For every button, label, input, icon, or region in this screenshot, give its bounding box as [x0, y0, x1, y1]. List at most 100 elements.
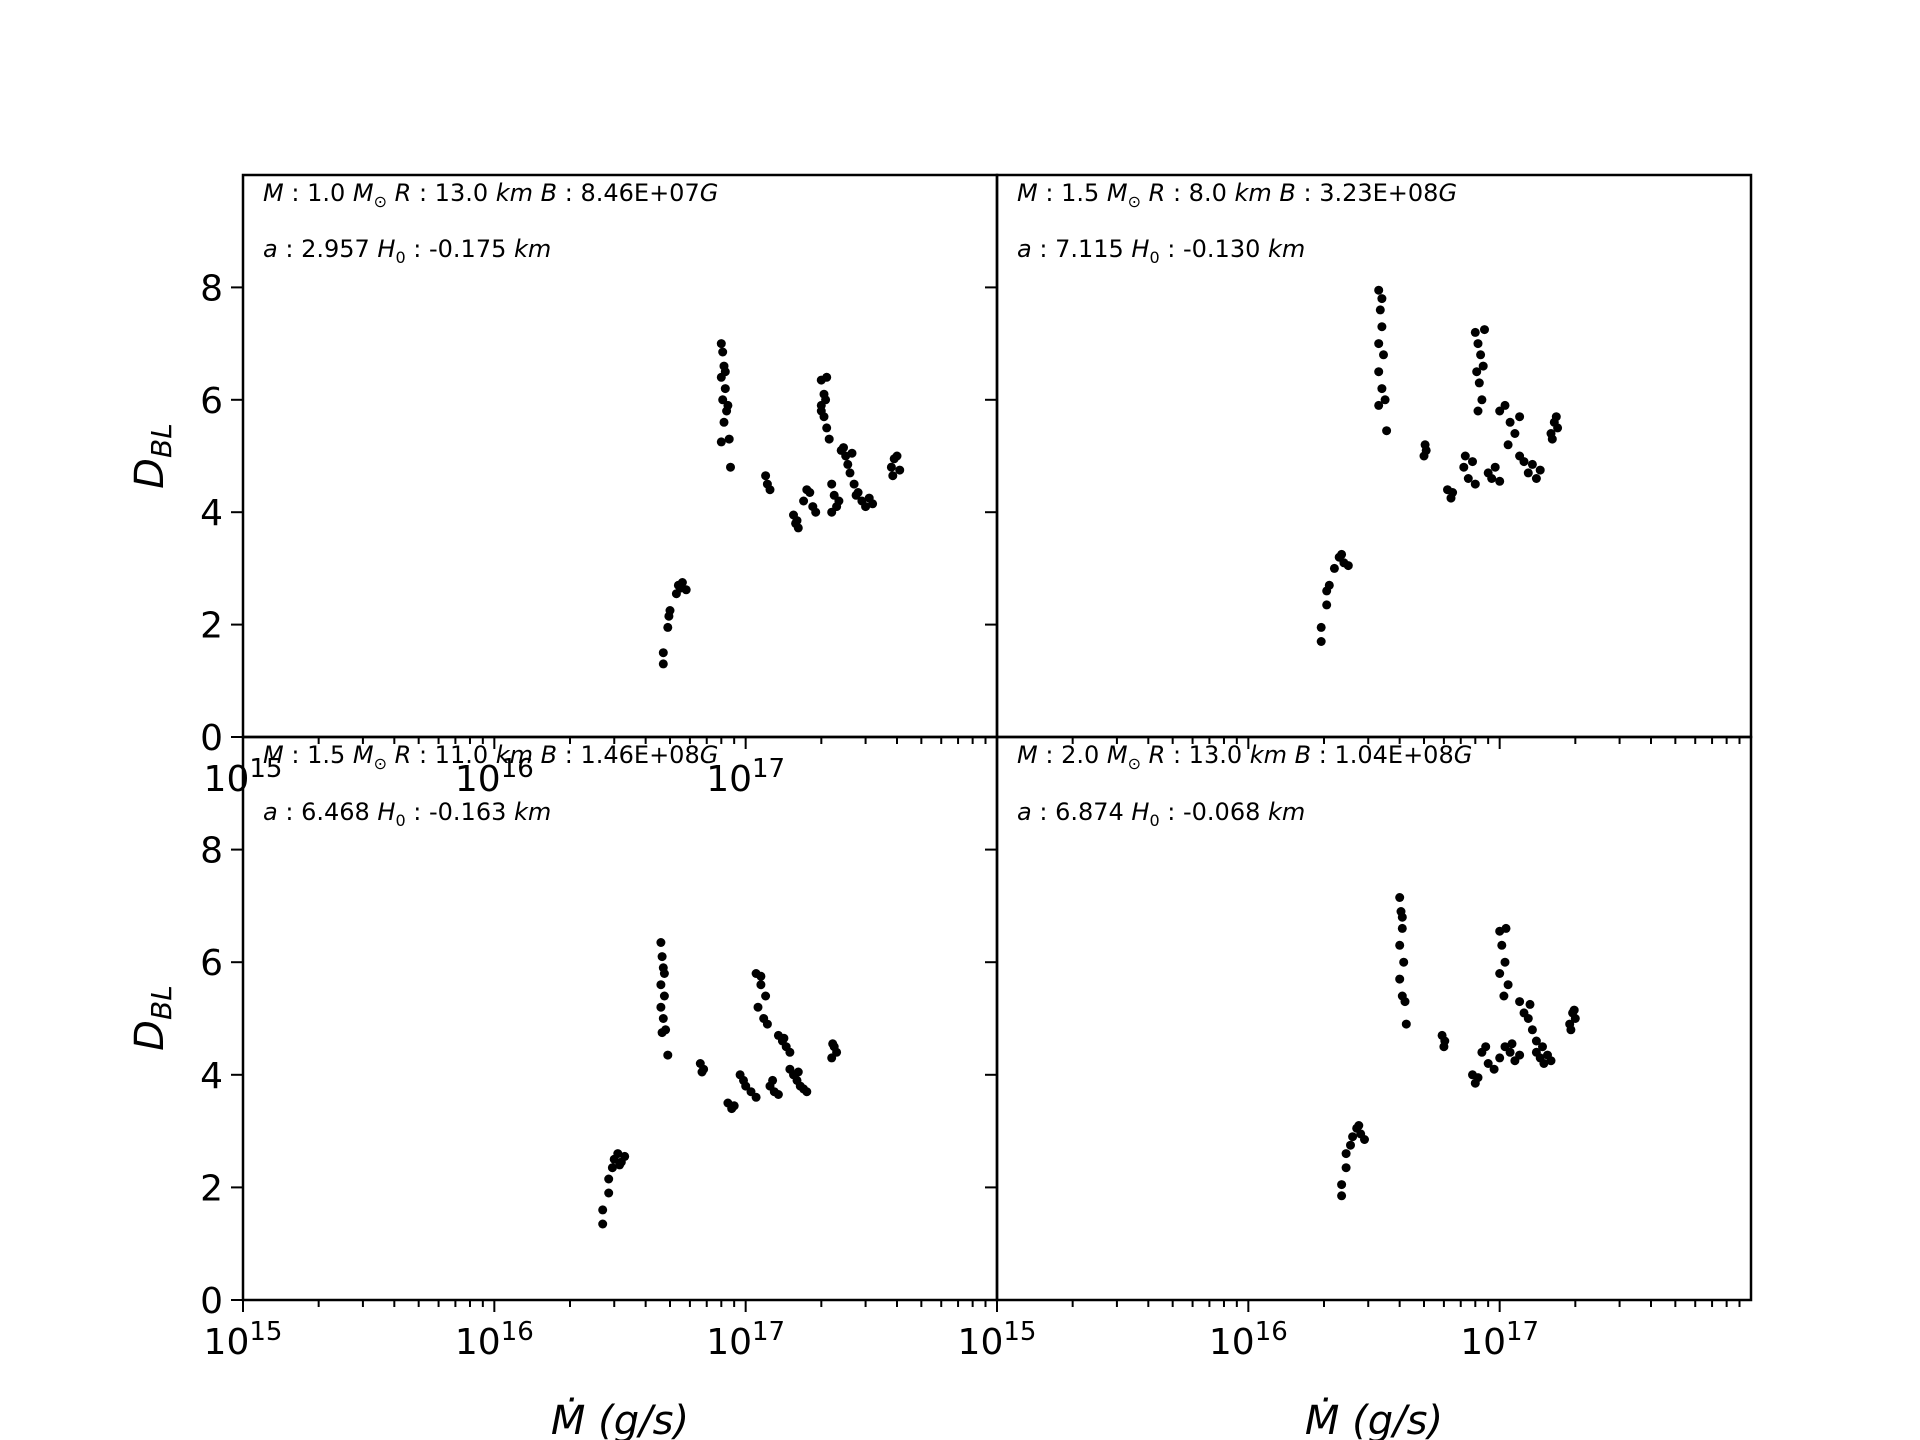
data-point: [1474, 1073, 1483, 1082]
data-point: [1475, 378, 1484, 387]
data-point: [1330, 564, 1339, 573]
data-point: [868, 499, 877, 508]
data-point: [802, 485, 811, 494]
data-point: [1504, 980, 1513, 989]
data-point: [1520, 457, 1529, 466]
data-point: [1504, 440, 1513, 449]
panel-annotation-line2: a : 7.115 H0 : -0.130 km: [1017, 235, 1305, 267]
panel-annotation-line1: M : 2.0 M⊙ R : 13.0 km B : 1.04E+08G: [1017, 741, 1472, 773]
data-point: [656, 1003, 665, 1012]
y-tick-label: 6: [200, 943, 223, 984]
data-point: [1440, 1037, 1449, 1046]
data-point: [848, 449, 857, 458]
data-point: [682, 585, 691, 594]
data-point: [774, 1090, 783, 1099]
data-point: [1344, 561, 1353, 570]
data-point: [720, 418, 729, 427]
x-axis-label: Ṁ (g/s): [1305, 1396, 1443, 1440]
data-point: [1322, 600, 1331, 609]
data-point: [658, 1028, 667, 1037]
data-point: [1495, 477, 1504, 486]
y-tick-label: 0: [200, 718, 223, 759]
data-point: [1342, 1163, 1351, 1172]
data-point: [725, 435, 734, 444]
data-point: [1325, 581, 1334, 590]
data-point: [604, 1189, 613, 1198]
data-point: [768, 1076, 777, 1085]
data-point: [663, 623, 672, 632]
data-point: [1499, 992, 1508, 1001]
data-point: [1360, 1135, 1369, 1144]
data-point: [1501, 958, 1510, 967]
data-point: [1337, 1191, 1346, 1200]
data-point: [659, 659, 668, 668]
data-point: [850, 480, 859, 489]
data-point: [1538, 1042, 1547, 1051]
data-point: [1395, 893, 1404, 902]
data-point: [1382, 426, 1391, 435]
data-point: [717, 437, 726, 446]
data-point: [766, 485, 775, 494]
data-point: [1570, 1006, 1579, 1015]
data-point: [1495, 1053, 1504, 1062]
data-point: [1524, 468, 1533, 477]
y-tick-label: 8: [200, 268, 223, 309]
y-tick-label: 2: [200, 606, 223, 647]
data-point: [666, 606, 675, 615]
data-point: [730, 1101, 739, 1110]
data-point: [1532, 474, 1541, 483]
data-point: [825, 435, 834, 444]
data-point: [1566, 1025, 1575, 1034]
data-point: [1459, 463, 1468, 472]
data-point: [1508, 1039, 1517, 1048]
panel-annotation-line1: M : 1.5 M⊙ R : 11.0 km B : 1.46E+08G: [263, 741, 718, 773]
data-point: [1376, 305, 1385, 314]
data-point: [1502, 924, 1511, 933]
data-point: [1422, 446, 1431, 455]
data-point: [1515, 1051, 1524, 1060]
data-point: [620, 1152, 629, 1161]
y-tick-label: 8: [200, 831, 223, 872]
data-point: [887, 463, 896, 472]
data-point: [721, 384, 730, 393]
data-point: [717, 339, 726, 348]
data-point: [1317, 623, 1326, 632]
data-point: [598, 1205, 607, 1214]
data-point: [1461, 452, 1470, 461]
data-point: [754, 1003, 763, 1012]
data-point: [846, 468, 855, 477]
data-point: [1377, 384, 1386, 393]
y-tick-label: 4: [200, 1056, 223, 1097]
data-point: [726, 463, 735, 472]
data-point: [756, 980, 765, 989]
data-point: [1515, 997, 1524, 1006]
data-point: [1510, 429, 1519, 438]
data-point: [1552, 412, 1561, 421]
data-point: [1515, 412, 1524, 421]
data-point: [1354, 1121, 1363, 1130]
panel-annotation-line2: a : 6.874 H0 : -0.068 km: [1017, 798, 1305, 830]
data-point: [827, 508, 836, 517]
data-point: [761, 471, 770, 480]
data-point: [721, 367, 730, 376]
data-point: [1468, 457, 1477, 466]
data-point: [1379, 350, 1388, 359]
data-point: [822, 373, 831, 382]
data-point: [785, 1048, 794, 1057]
data-point: [1374, 286, 1383, 295]
data-point: [1377, 294, 1386, 303]
data-point: [604, 1175, 613, 1184]
data-point: [1464, 474, 1473, 483]
data-point: [656, 938, 665, 947]
data-point: [659, 648, 668, 657]
data-point: [839, 443, 848, 452]
data-point: [660, 969, 669, 978]
data-point: [1348, 1132, 1357, 1141]
data-point: [1377, 322, 1386, 331]
data-point: [660, 992, 669, 1001]
data-point: [659, 1014, 668, 1023]
data-point: [1487, 474, 1496, 483]
data-point: [761, 992, 770, 1001]
data-point: [1398, 913, 1407, 922]
